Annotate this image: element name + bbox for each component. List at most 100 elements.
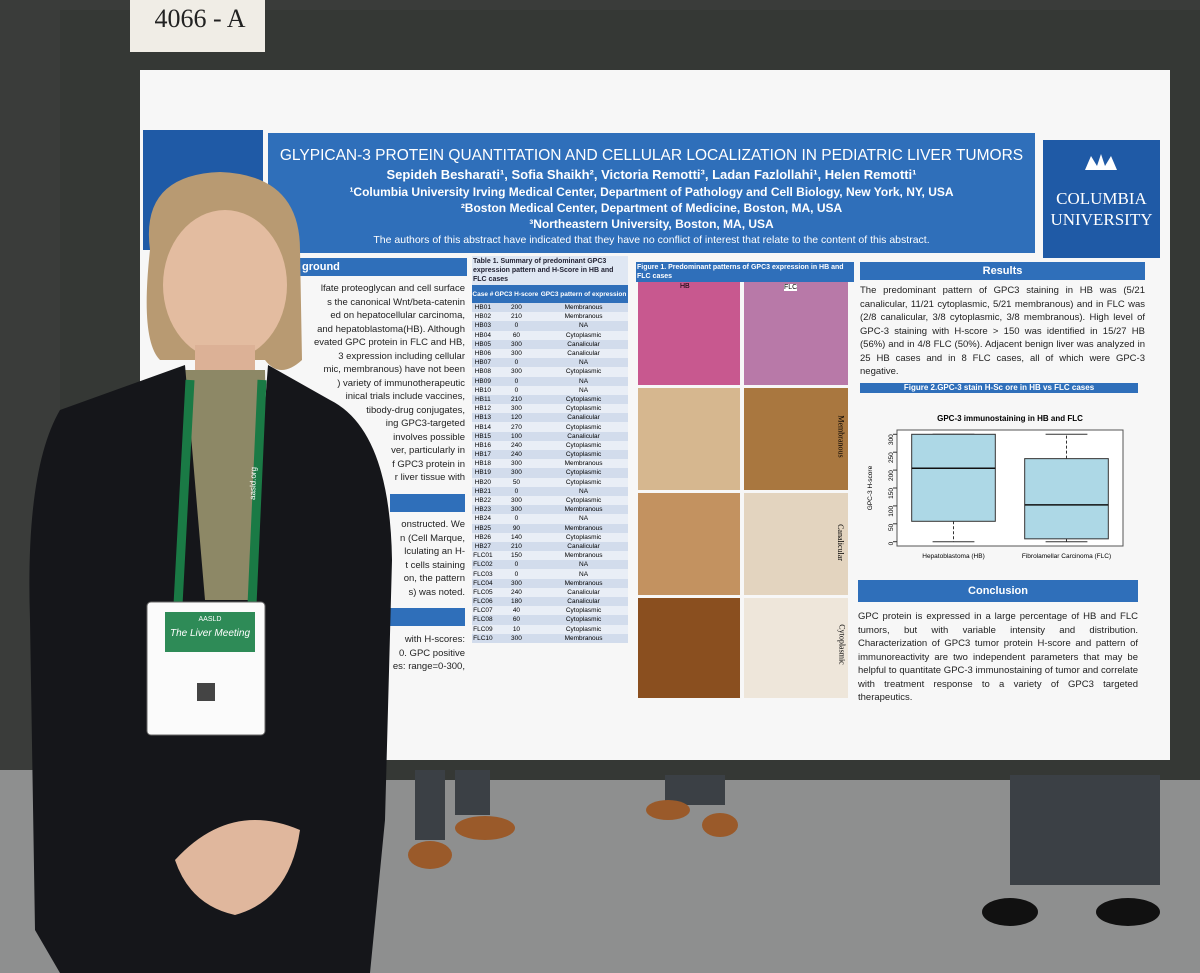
table-cell: HB23 bbox=[474, 506, 491, 514]
findings-text: with H-scores: 0. GPC positive es: range=0… bbox=[295, 633, 465, 674]
badge-org: AASLD bbox=[199, 616, 222, 623]
table-cell: Cytoplasmic bbox=[565, 395, 602, 403]
table-row: FLC07 40 Cytoplasmic bbox=[472, 606, 628, 616]
table-header: Case # GPC3 H-score GPC3 pattern of expres… bbox=[472, 285, 628, 303]
table-row: HB02 210 Membranous bbox=[472, 312, 628, 322]
table-cell: Cytoplasmic bbox=[565, 405, 602, 413]
table-row: HB14 270 Cytoplasmic bbox=[472, 422, 628, 432]
table-cell: HB02 bbox=[474, 313, 491, 321]
legs bbox=[415, 770, 1160, 885]
table-cell: 90 bbox=[512, 524, 521, 532]
table-row: HB09 0 NA bbox=[472, 376, 628, 386]
table-row: FLC02 0 NA bbox=[472, 560, 628, 570]
results-text: The predominant pattern of GPC3 staining… bbox=[860, 285, 1145, 377]
table-cell: HB22 bbox=[474, 497, 491, 505]
table-row: HB25 90 Membranous bbox=[472, 523, 628, 533]
methods-text: onstructed. We n (Cell Marque, lculating a… bbox=[295, 518, 465, 599]
table-cell: Membranous bbox=[564, 552, 603, 560]
table-cell: Canalicular bbox=[567, 542, 600, 550]
table-row: HB15 100 Canalicular bbox=[472, 431, 628, 441]
table-row: HB18 300 Membranous bbox=[472, 459, 628, 469]
table-cell: 0 bbox=[514, 386, 519, 394]
text-line: s) was noted. bbox=[408, 586, 466, 598]
badge-event: The Liver Meeting bbox=[170, 628, 250, 639]
table-cell: 0 bbox=[514, 561, 519, 569]
table-cell: 200 bbox=[511, 304, 522, 312]
table-cell: Cytoplasmic bbox=[565, 423, 602, 431]
table-row: HB10 0 NA bbox=[472, 385, 628, 395]
logo-line: UNIVERSITY bbox=[1050, 210, 1153, 229]
table-cell: Canalicular bbox=[567, 414, 600, 422]
text-line: evated GPC protein in FLC and HB, bbox=[313, 337, 465, 348]
table-cell: 210 bbox=[511, 313, 522, 321]
badge-header bbox=[165, 612, 255, 652]
table-row: FLC10 300 Membranous bbox=[472, 633, 628, 643]
section-heading: Results bbox=[860, 262, 1145, 280]
shoes bbox=[408, 800, 738, 869]
table-row: FLC06 180 Canalicular bbox=[472, 597, 628, 607]
text-line: ing GPC3-targeted bbox=[385, 418, 465, 429]
table-cell: 300 bbox=[511, 497, 522, 505]
conclusion-text: GPC protein is expressed in a large perc… bbox=[858, 611, 1138, 703]
title-band bbox=[268, 133, 1035, 253]
background-text: lfate proteoglycan and cell surface s the… bbox=[295, 282, 465, 485]
table-row: HB13 120 Canalicular bbox=[472, 413, 628, 423]
table: Case # GPC3 H-score GPC3 pattern of expres… bbox=[472, 285, 628, 643]
table-cell: FLC01 bbox=[473, 552, 493, 560]
table-cell: 300 bbox=[511, 579, 522, 587]
table-cell: Cytoplasmic bbox=[565, 469, 602, 477]
table-row: HB21 0 NA bbox=[472, 486, 628, 496]
shoes-black bbox=[982, 898, 1160, 926]
table-cell: FLC02 bbox=[473, 561, 493, 569]
lanyard-text: aasld.org bbox=[248, 467, 258, 500]
table-cell: Cytoplasmic bbox=[565, 616, 602, 624]
table-cell: Membranous bbox=[564, 524, 603, 532]
table-cell: FLC06 bbox=[473, 598, 493, 606]
text-line: ) variety of immunotherapeutic bbox=[337, 377, 465, 389]
table-cell: 10 bbox=[512, 625, 521, 633]
table-cell: HB09 bbox=[474, 377, 491, 385]
crown-icon bbox=[1085, 154, 1117, 170]
table-cell: 50 bbox=[512, 478, 521, 486]
table-cell: Membranous bbox=[564, 304, 603, 312]
table-row: HB03 0 NA bbox=[472, 321, 628, 331]
table-cell: Canalicular bbox=[567, 340, 600, 348]
table-cell: 210 bbox=[511, 395, 522, 403]
hands bbox=[175, 820, 300, 915]
header-cell: GPC3 pattern of expression bbox=[540, 290, 627, 298]
table-cell: Membranous bbox=[564, 506, 603, 514]
text-line: mic, membranous) have not been bbox=[323, 364, 465, 375]
table-cell: 40 bbox=[512, 607, 521, 615]
table-row: HB08 300 Cytoplasmic bbox=[472, 367, 628, 377]
table-row: HB19 300 Cytoplasmic bbox=[472, 468, 628, 478]
table-cell: 0 bbox=[514, 377, 519, 385]
table-row: HB23 300 Membranous bbox=[472, 505, 628, 515]
authors: Sepideh Besharati¹, Sofia Shaikh², Victo… bbox=[386, 167, 917, 182]
header-cell: GPC3 H-score bbox=[494, 290, 539, 298]
affiliation: ¹Columbia University Irving Medical Cent… bbox=[349, 185, 954, 199]
table-cell: 150 bbox=[511, 552, 522, 560]
sweater bbox=[185, 370, 270, 600]
table-cell: NA bbox=[579, 561, 589, 569]
table-cell: HB15 bbox=[474, 432, 491, 440]
table-row: FLC09 10 Cytoplasmic bbox=[472, 624, 628, 634]
text-line: s the canonical Wnt/beta-catenin bbox=[327, 296, 465, 308]
text-line: ver, particularly in bbox=[391, 445, 465, 456]
table-cell: 300 bbox=[511, 634, 522, 642]
table-cell: 270 bbox=[511, 423, 522, 431]
table-cell: 60 bbox=[512, 331, 521, 339]
table-cell: FLC08 bbox=[473, 616, 493, 624]
table-cell: 120 bbox=[511, 414, 522, 422]
section-heading: Conclusion bbox=[858, 580, 1138, 602]
table-cell: HB19 bbox=[474, 469, 491, 477]
logo-line: COLUMBIA bbox=[1056, 189, 1147, 208]
text-line: n (Cell Marque, bbox=[400, 532, 465, 544]
text-line: inical trials include vaccines, bbox=[345, 391, 465, 402]
table-row: HB11 210 Cytoplasmic bbox=[472, 394, 628, 405]
table-cell: HB05 bbox=[474, 340, 491, 348]
table-row: HB26 140 Cytoplasmic bbox=[472, 532, 628, 542]
table-cell: Canalicular bbox=[567, 598, 600, 606]
table-cell: Cytoplasmic bbox=[565, 451, 602, 459]
